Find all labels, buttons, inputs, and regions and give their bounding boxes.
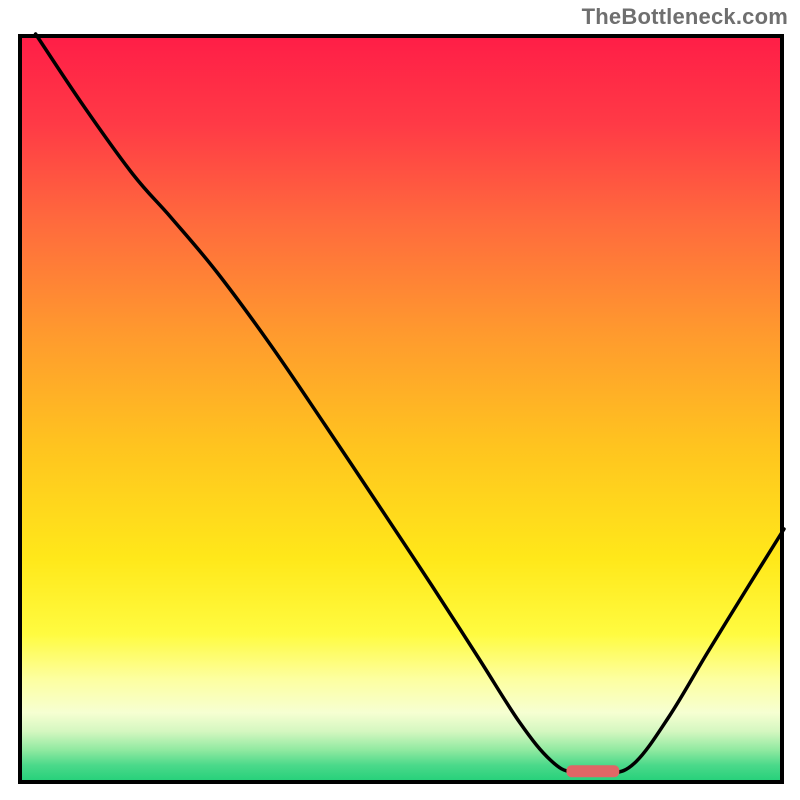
plot-background <box>18 34 784 784</box>
watermark-text: TheBottleneck.com <box>582 4 788 30</box>
chart-container: TheBottleneck.com <box>0 0 800 800</box>
optimal-range-marker <box>566 765 619 777</box>
bottleneck-chart <box>0 0 800 800</box>
